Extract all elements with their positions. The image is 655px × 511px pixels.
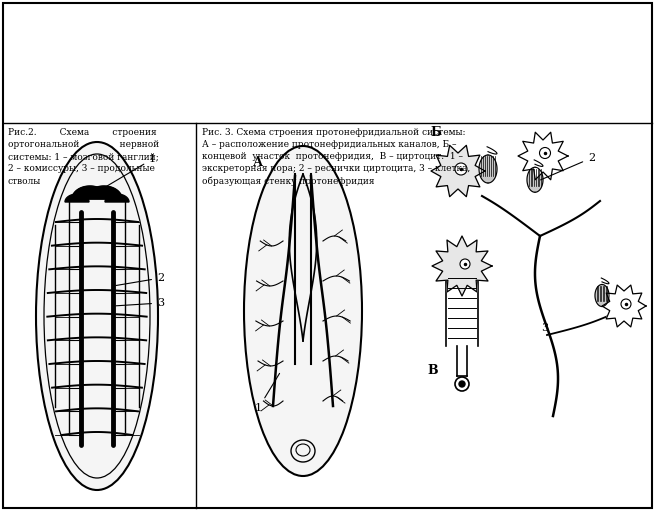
Polygon shape: [86, 186, 122, 199]
Ellipse shape: [36, 142, 158, 490]
Text: Б: Б: [430, 126, 441, 139]
Polygon shape: [431, 145, 485, 197]
Ellipse shape: [455, 377, 469, 391]
Text: 2: 2: [540, 153, 595, 180]
Ellipse shape: [621, 299, 631, 309]
Text: 3: 3: [116, 298, 164, 308]
Text: 1: 1: [104, 154, 156, 188]
Polygon shape: [431, 145, 485, 197]
Ellipse shape: [460, 259, 470, 269]
Ellipse shape: [459, 381, 465, 387]
Polygon shape: [518, 132, 568, 180]
Polygon shape: [602, 285, 646, 327]
Text: 3: 3: [541, 323, 548, 333]
Polygon shape: [527, 167, 543, 192]
Text: А: А: [253, 156, 263, 169]
Text: Рис.2.        Схема        строения
ортогональной              нервной
системы: : Рис.2. Схема строения ортогональной нерв…: [8, 128, 159, 185]
Polygon shape: [432, 236, 492, 296]
Ellipse shape: [540, 148, 550, 158]
Ellipse shape: [455, 163, 467, 175]
Text: Рис. 3. Схема строения протонефридиальной системы:
А – расположение протонефриди: Рис. 3. Схема строения протонефридиально…: [202, 128, 470, 187]
Polygon shape: [65, 194, 89, 202]
Text: 1: 1: [255, 374, 280, 413]
Polygon shape: [595, 285, 609, 307]
Polygon shape: [432, 236, 492, 296]
Text: 2: 2: [116, 273, 164, 286]
Polygon shape: [105, 194, 129, 202]
Ellipse shape: [244, 146, 362, 476]
Polygon shape: [479, 155, 497, 183]
Polygon shape: [72, 186, 108, 199]
Text: В: В: [427, 364, 438, 377]
